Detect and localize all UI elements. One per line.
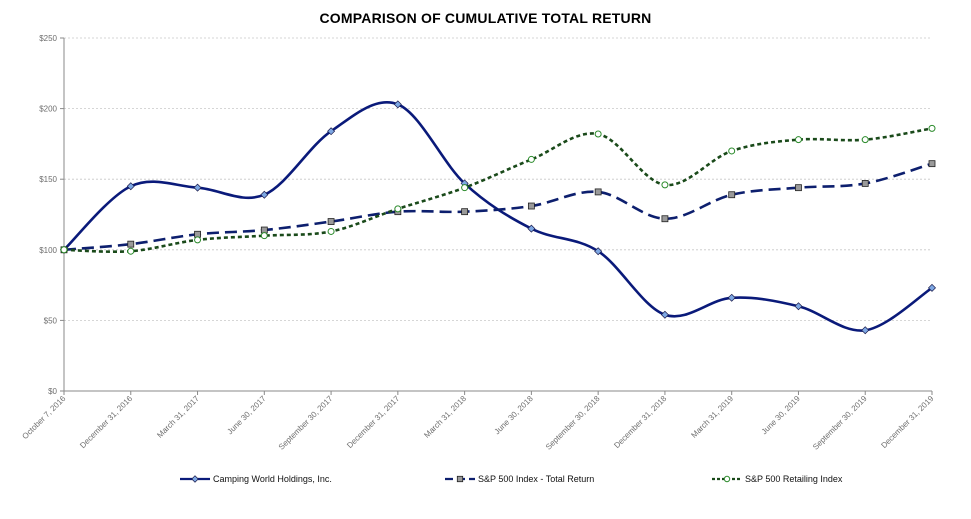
circle-marker — [461, 184, 469, 192]
x-tick-label: June 30, 2019 — [760, 394, 803, 437]
x-tick-label: December 31, 2017 — [345, 394, 401, 450]
square-marker — [928, 160, 936, 168]
y-tick-label: $150 — [39, 175, 57, 184]
square-marker — [456, 475, 464, 483]
legend-label: S&P 500 Index - Total Return — [478, 474, 594, 484]
axes — [63, 38, 932, 392]
series-line — [63, 162, 933, 252]
series-line — [63, 101, 933, 332]
diamond-marker — [727, 293, 736, 302]
diamond-marker — [861, 326, 870, 335]
x-axis-ticks: October 7, 2016 December 31, 2016 March 31… — [20, 391, 936, 452]
legend-item: Camping World Holdings, Inc. — [180, 474, 332, 484]
circle-marker — [728, 147, 736, 155]
circle-marker — [327, 227, 335, 235]
x-tick-label: December 31, 2019 — [879, 394, 935, 450]
diamond-marker — [928, 283, 936, 292]
gridlines — [64, 37, 932, 321]
circle-marker — [861, 136, 869, 144]
x-tick-label: March 31, 2017 — [155, 394, 201, 440]
x-tick-label: March 31, 2018 — [422, 394, 468, 440]
series-3 — [60, 124, 936, 255]
square-marker — [127, 240, 135, 248]
circle-marker — [194, 236, 202, 244]
square-marker — [327, 218, 335, 225]
diamond-marker — [260, 190, 269, 199]
legend-label: Camping World Holdings, Inc. — [213, 474, 332, 484]
x-tick-label: December 31, 2018 — [612, 394, 668, 450]
circle-marker — [394, 205, 402, 213]
y-tick-label: $100 — [39, 246, 57, 255]
x-tick-label: December 31, 2016 — [78, 394, 134, 450]
legend-item: S&P 500 Retailing Index — [712, 474, 843, 484]
series-lines — [60, 100, 936, 335]
circle-marker — [661, 181, 669, 189]
square-marker — [861, 180, 869, 187]
circle-marker — [594, 130, 602, 138]
circle-marker — [127, 247, 135, 255]
x-tick-label: September 30, 2018 — [544, 394, 602, 452]
diamond-marker — [594, 247, 603, 256]
circle-marker — [723, 475, 731, 483]
square-marker — [260, 226, 268, 234]
x-tick-label: March 31, 2019 — [689, 394, 735, 440]
square-marker — [795, 184, 802, 192]
square-marker — [728, 191, 736, 199]
x-tick-label: October 7, 2016 — [20, 394, 67, 441]
circle-marker — [527, 155, 535, 163]
y-tick-label: $50 — [44, 316, 58, 325]
diamond-marker — [794, 302, 803, 311]
square-marker — [461, 208, 469, 216]
x-tick-label: September 30, 2017 — [277, 394, 335, 452]
diamond-marker — [527, 224, 536, 233]
square-marker — [594, 188, 602, 196]
circle-marker — [260, 232, 268, 240]
legend-item: S&P 500 Index - Total Return — [445, 474, 594, 484]
y-tick-label: $0 — [48, 387, 57, 396]
x-tick-label: June 30, 2018 — [493, 394, 536, 437]
circle-marker — [928, 124, 936, 132]
chart-title: COMPARISON OF CUMULATIVE TOTAL RETURN — [319, 10, 652, 26]
legend: Camping World Holdings, Inc. S&P 500 Inde… — [180, 474, 843, 484]
square-marker — [194, 230, 201, 238]
legend-label: S&P 500 Retailing Index — [745, 474, 843, 484]
diamond-marker — [191, 475, 199, 483]
diamond-marker — [393, 100, 402, 109]
square-marker — [527, 202, 535, 210]
diamond-marker — [193, 183, 202, 192]
diamond-marker — [327, 127, 336, 136]
y-axis-ticks: $0 $50 $100 $150 $200 $250 — [39, 34, 64, 396]
diamond-marker — [660, 310, 669, 319]
x-tick-label: June 30, 2017 — [225, 394, 268, 437]
x-tick-label: September 30, 2019 — [811, 394, 869, 452]
y-tick-label: $250 — [39, 34, 57, 43]
circle-marker — [60, 246, 68, 254]
series-1 — [60, 100, 936, 335]
series-line — [63, 127, 933, 254]
y-tick-label: $200 — [39, 105, 57, 114]
circle-marker — [794, 136, 802, 144]
diamond-marker — [126, 182, 135, 191]
square-marker — [661, 215, 669, 223]
